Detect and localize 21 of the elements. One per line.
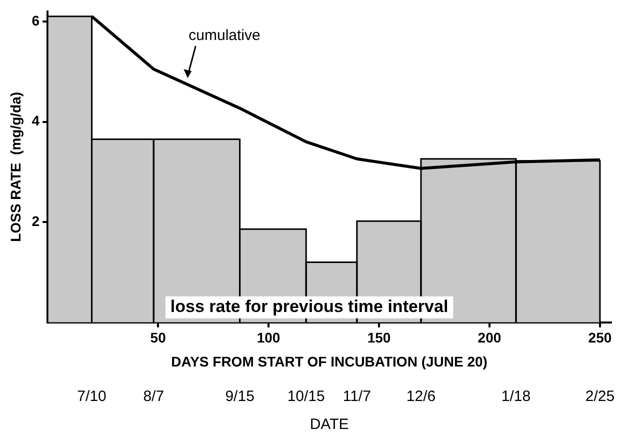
text: 12/6 bbox=[406, 388, 436, 406]
text: 8/7 bbox=[143, 388, 164, 406]
x-tick-label: 150 bbox=[367, 330, 391, 346]
text: 7/10 bbox=[77, 388, 106, 406]
x-tick-label: 250 bbox=[588, 330, 612, 346]
y-tick-label: 2 bbox=[32, 212, 40, 229]
y-tick-label: 4 bbox=[32, 112, 40, 129]
x-tick-label: 50 bbox=[150, 330, 166, 346]
text: DATE bbox=[310, 416, 349, 434]
x-axis-title: DAYS FROM START OF INCUBATION (JUNE 20) bbox=[171, 353, 488, 370]
text: 11/7 bbox=[342, 388, 371, 406]
y-tick-label: 6 bbox=[32, 12, 40, 28]
text: 10/15 bbox=[287, 388, 325, 406]
text: cumulative bbox=[188, 27, 260, 44]
text: 2/25 bbox=[585, 388, 615, 406]
x-tick-label: 200 bbox=[478, 330, 502, 346]
x-tick-label: 100 bbox=[256, 330, 280, 346]
series-label: loss rate for previous time interval bbox=[170, 297, 448, 316]
text: 1/18 bbox=[501, 388, 531, 406]
text: 9/15 bbox=[225, 388, 254, 406]
y-axis-title: LOSS RATE (mg/g/da) bbox=[7, 92, 24, 242]
